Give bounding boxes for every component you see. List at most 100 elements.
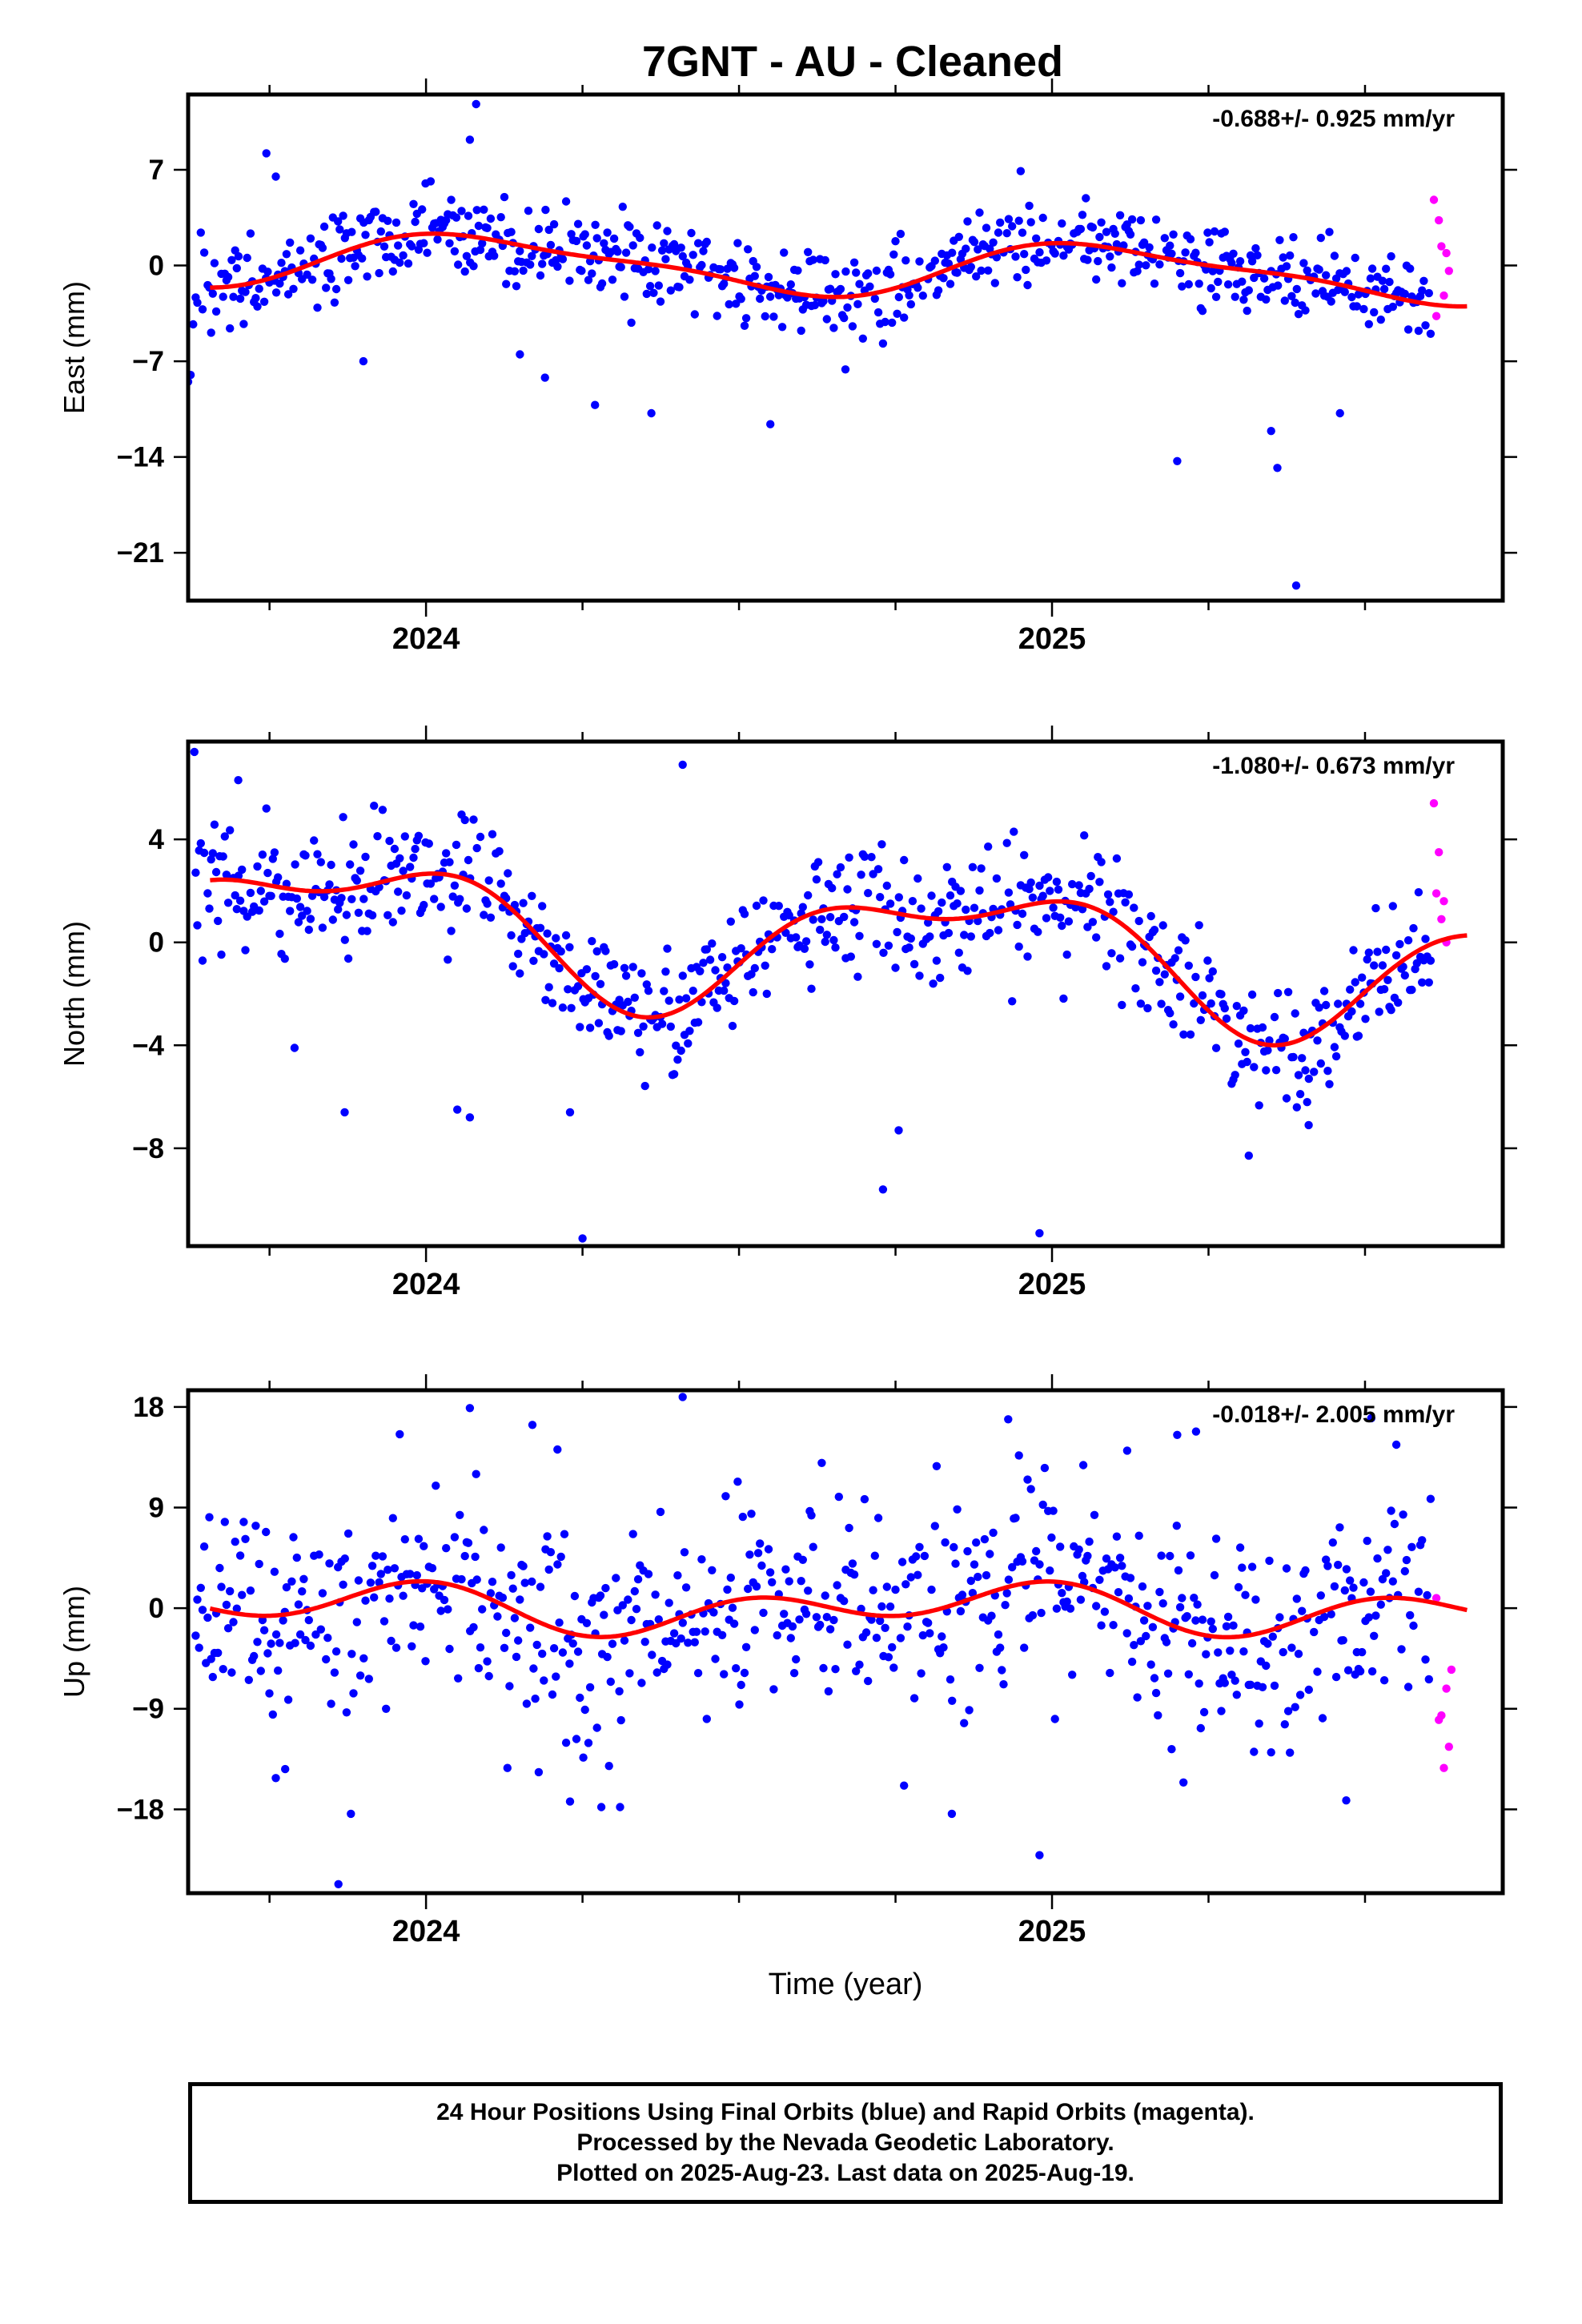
final-orbit-point	[1311, 289, 1320, 298]
final-orbit-point	[821, 255, 829, 265]
final-orbit-point	[737, 1680, 745, 1690]
final-orbit-point	[359, 1654, 368, 1663]
final-orbit-point	[238, 1590, 247, 1599]
final-orbit-point	[693, 239, 703, 247]
final-orbit-point	[1383, 975, 1392, 985]
final-orbit-point	[1064, 917, 1074, 926]
final-orbit-point	[956, 1606, 966, 1616]
x-tick-label: 2024	[392, 1915, 460, 1948]
final-orbit-point	[234, 776, 243, 785]
final-orbit-point	[648, 1651, 656, 1659]
final-orbit-point	[342, 1708, 351, 1717]
final-orbit-point	[1198, 991, 1207, 1000]
final-orbit-point	[226, 324, 235, 333]
final-orbit-point	[1388, 302, 1398, 312]
final-orbit-point	[1303, 266, 1311, 275]
final-orbit-point	[953, 899, 962, 908]
final-orbit-point	[652, 221, 661, 230]
final-orbit-point	[1166, 1551, 1174, 1561]
final-orbit-point	[418, 205, 427, 214]
final-orbit-point	[316, 858, 325, 866]
final-orbit-point	[246, 229, 255, 238]
final-orbit-point	[354, 1576, 363, 1585]
final-orbit-point	[486, 913, 496, 923]
final-orbit-point	[708, 1566, 717, 1575]
final-orbit-point	[992, 253, 1002, 262]
final-orbit-point	[1023, 1475, 1032, 1484]
final-orbit-point	[1335, 408, 1344, 418]
final-orbit-point	[1127, 1657, 1137, 1667]
final-orbit-point	[817, 915, 826, 924]
final-orbit-point	[1020, 250, 1029, 259]
final-orbit-point	[208, 289, 217, 298]
final-orbit-point	[1282, 1094, 1291, 1103]
final-orbit-point	[1364, 1613, 1374, 1622]
final-orbit-point	[632, 1605, 641, 1614]
final-orbit-point	[1095, 878, 1104, 887]
final-orbit-point	[701, 1627, 709, 1636]
final-orbit-point	[465, 1404, 475, 1413]
final-orbit-point	[538, 1649, 547, 1659]
final-orbit-point	[865, 282, 874, 291]
final-orbit-point	[1037, 1608, 1046, 1618]
final-orbit-point	[738, 1512, 747, 1522]
final-orbit-point	[1174, 1566, 1183, 1575]
final-orbit-point	[728, 1021, 737, 1031]
final-orbit-point	[1026, 878, 1035, 887]
final-orbit-point	[604, 1031, 613, 1040]
final-orbit-point	[848, 1559, 857, 1568]
final-orbit-point	[1316, 1591, 1326, 1600]
final-orbit-point	[355, 866, 365, 875]
final-orbit-point	[409, 853, 418, 862]
final-orbit-point	[375, 268, 383, 278]
final-orbit-point	[1291, 581, 1301, 590]
final-orbit-point	[1388, 902, 1398, 911]
final-orbit-point	[756, 294, 765, 304]
final-orbit-point	[1078, 211, 1087, 219]
final-orbit-point	[246, 888, 255, 898]
final-orbit-point	[289, 1533, 298, 1542]
final-orbit-point	[208, 849, 217, 858]
final-orbit-point	[1134, 1531, 1143, 1540]
fit-curve	[210, 231, 1468, 309]
final-orbit-point	[480, 911, 488, 919]
final-orbit-point	[544, 983, 553, 991]
final-orbit-point	[1378, 276, 1387, 285]
final-orbit-point	[994, 228, 1003, 237]
y-tick-label: 0	[149, 927, 164, 959]
final-orbit-point	[1095, 232, 1104, 242]
final-orbit-point	[596, 1803, 606, 1811]
final-orbit-point	[1002, 838, 1011, 847]
final-orbit-point	[1327, 1610, 1335, 1618]
final-orbit-point	[900, 313, 909, 322]
final-orbit-point	[606, 1677, 615, 1687]
final-orbit-point	[496, 1543, 505, 1552]
rate-label: -0.018+/- 2.005 mm/yr	[1212, 1401, 1455, 1428]
final-orbit-point	[1399, 1510, 1407, 1519]
final-orbit-point	[917, 904, 926, 913]
final-orbit-point	[262, 1527, 271, 1537]
final-orbit-point	[977, 266, 986, 275]
final-orbit-point	[493, 1612, 502, 1621]
final-orbit-point	[1133, 267, 1142, 275]
final-orbit-point	[1359, 1578, 1368, 1587]
final-orbit-point	[786, 1634, 795, 1642]
final-orbit-point	[1334, 1560, 1343, 1570]
final-orbit-point	[974, 245, 982, 254]
final-orbit-point	[906, 934, 916, 943]
final-orbit-point	[1283, 1707, 1293, 1715]
final-orbit-point	[764, 272, 773, 282]
final-orbit-point	[1239, 1006, 1248, 1015]
final-orbit-point	[385, 836, 394, 846]
final-orbit-point	[534, 1767, 544, 1777]
final-orbit-point	[620, 963, 629, 973]
final-orbit-point	[406, 1570, 415, 1578]
final-orbit-point	[214, 1648, 223, 1658]
final-orbit-point	[543, 1532, 552, 1541]
final-orbit-point	[268, 1710, 277, 1719]
footer-line-2: Processed by the Nevada Geodetic Laborat…	[576, 2129, 1114, 2156]
final-orbit-point	[877, 840, 886, 849]
final-orbit-point	[246, 1586, 255, 1595]
final-orbit-point	[1280, 1720, 1290, 1729]
final-orbit-point	[1146, 911, 1155, 921]
